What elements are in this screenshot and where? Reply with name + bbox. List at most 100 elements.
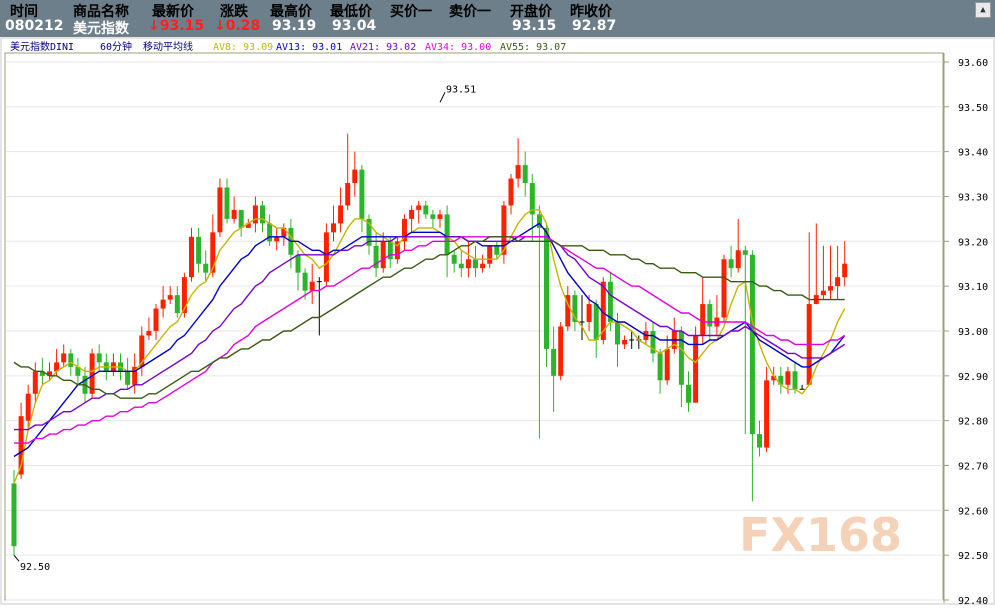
candle-body <box>18 416 24 475</box>
candle-body <box>96 353 102 363</box>
candle-body <box>544 227 549 349</box>
candle-body <box>572 295 578 323</box>
candle-body <box>189 236 194 278</box>
candle-body <box>565 295 571 327</box>
candle-body <box>309 281 315 291</box>
candle-body <box>409 209 415 219</box>
candle-body <box>437 214 443 219</box>
header-low: 最低价 <box>330 4 372 20</box>
y-tick-label: 92.70 <box>958 461 988 472</box>
candle-body <box>664 348 670 381</box>
candle-body <box>657 353 663 381</box>
candle-body <box>778 375 784 385</box>
y-tick-label: 93.30 <box>958 192 988 203</box>
candle-body <box>728 259 734 269</box>
price-annotations: 93.51 92.50 <box>13 84 476 573</box>
y-tick-label: 93.20 <box>958 237 988 248</box>
annotation-label: 92.50 <box>20 562 50 573</box>
candle-body <box>167 295 173 300</box>
legend-indicator: 移动平均线 <box>143 40 193 53</box>
candle-body <box>160 299 166 309</box>
candle-body <box>607 281 613 323</box>
value-change: ↓0.28 <box>214 18 261 34</box>
legend-av8: AV8: 93.09 <box>213 42 273 53</box>
candle-body <box>331 223 336 233</box>
candle-body <box>153 308 159 331</box>
candle-body <box>387 241 393 260</box>
candle-body <box>451 254 457 264</box>
candle-body <box>622 339 628 345</box>
candle-body <box>181 277 187 314</box>
value-open: 93.15 <box>512 18 557 34</box>
ma-line-av21 <box>14 236 846 431</box>
candle-body <box>394 241 400 260</box>
candle-body <box>700 304 706 336</box>
candle-body <box>828 286 833 291</box>
value-high: 93.19 <box>272 18 317 34</box>
candle-body <box>487 245 493 264</box>
candle-body <box>281 227 287 237</box>
y-tick-label: 93.60 <box>958 58 988 69</box>
candle-body <box>260 205 265 224</box>
candle-body <box>749 254 755 435</box>
candle-body <box>359 169 365 219</box>
candle-body <box>203 263 209 273</box>
candle-body <box>536 214 542 228</box>
y-axis-ticks: 93.60 93.50 93.40 93.30 93.20 93.10 93.00 92.90… <box>944 58 988 607</box>
candle-body <box>522 165 528 184</box>
candle-body <box>529 183 535 215</box>
candle-body <box>835 277 841 287</box>
candle-body <box>402 218 407 242</box>
header-bid: 买价一 <box>390 4 432 20</box>
candle-body <box>686 384 691 403</box>
candle-body <box>650 330 656 354</box>
candle-body <box>174 295 180 314</box>
ma-line-av13 <box>13 222 846 458</box>
candle-body <box>125 371 131 385</box>
annotation-pointer <box>439 92 446 103</box>
ma-line-av8 <box>13 209 846 484</box>
candle-body <box>245 223 251 228</box>
candle-body <box>515 165 521 179</box>
candle-body <box>274 236 280 242</box>
candlestick-chart: 93.60 93.50 93.40 93.30 93.20 93.10 93.00 92.90… <box>0 37 995 608</box>
candle-body <box>132 366 138 385</box>
candle-body <box>586 304 592 323</box>
candle-body <box>593 304 599 340</box>
candle-body <box>345 183 351 206</box>
candle-body <box>423 205 429 215</box>
candle-body <box>473 259 478 269</box>
candle-body <box>458 263 464 269</box>
candle-body <box>47 371 52 376</box>
candle-body <box>757 434 762 448</box>
header-last: 最新价 <box>152 4 194 20</box>
legend-av55: AV55: 93.07 <box>500 42 566 53</box>
candle-body <box>842 263 848 278</box>
annotation-label: 93.51 <box>446 84 476 95</box>
candle-body <box>444 214 450 255</box>
up-arrow-icon[interactable]: ▲ <box>975 2 991 18</box>
candle-body <box>707 304 713 327</box>
candle-body <box>558 326 564 376</box>
value-low: 93.04 <box>332 18 377 34</box>
candle-body <box>771 375 777 381</box>
candle-body <box>508 178 514 206</box>
candle-body <box>735 250 741 269</box>
header-change: 涨跌 <box>220 4 248 20</box>
ma-line-av34 <box>14 236 846 444</box>
value-last: ↓93.15 <box>148 18 205 34</box>
candle-body <box>501 205 507 255</box>
watermark: FX168 <box>739 508 902 562</box>
candle-body <box>75 366 81 376</box>
legend-symbol: 美元指数DINI <box>10 40 74 53</box>
candle-body <box>302 272 308 291</box>
header-high: 最高价 <box>270 4 312 20</box>
candle-body <box>678 330 684 385</box>
outer-frame <box>0 37 995 605</box>
header-ask: 卖价一 <box>449 4 491 20</box>
candle-body <box>217 187 223 233</box>
moving-average-lines <box>13 209 846 484</box>
candle-body <box>338 205 344 224</box>
candle-body <box>600 281 606 340</box>
candle-body <box>231 209 237 219</box>
